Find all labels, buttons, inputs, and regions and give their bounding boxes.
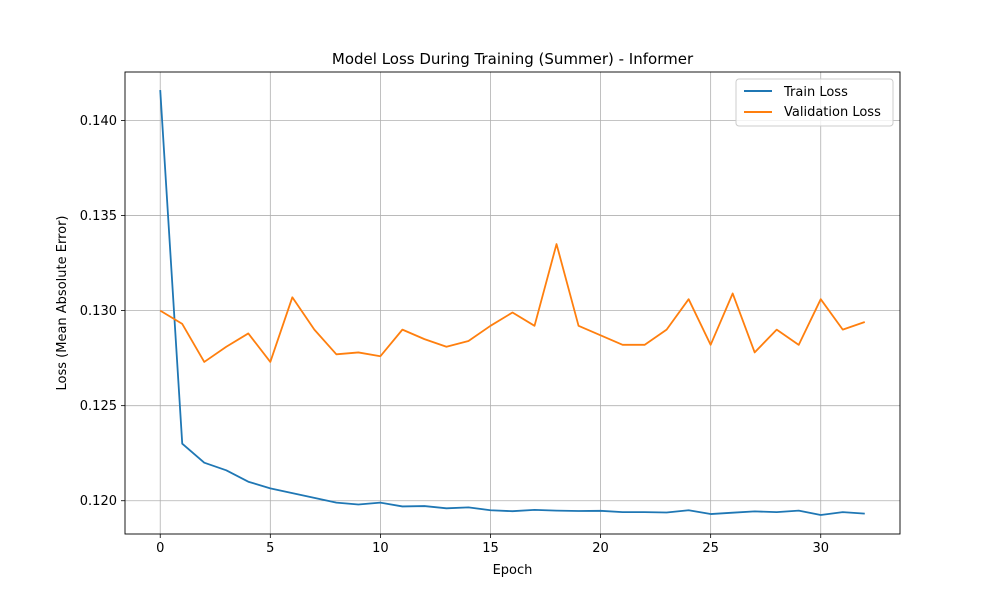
axes: 0 5 10 15 20 25 30 0.120 0.125 0.130 0.135 0.140: [80, 114, 829, 556]
x-tick-label: 0: [156, 541, 164, 556]
x-tick-label: 5: [266, 541, 274, 556]
x-tick-label: 10: [372, 541, 389, 556]
legend-label-train-loss: Train Loss: [783, 85, 848, 100]
y-tick-label: 0.120: [80, 494, 117, 509]
y-axis-label: Loss (Mean Absolute Error): [55, 216, 70, 391]
x-axis-label: Epoch: [493, 563, 533, 578]
chart-title: Model Loss During Training (Summer) - In…: [332, 50, 694, 68]
legend: Train Loss Validation Loss: [735, 78, 894, 127]
legend-label-validation-loss: Validation Loss: [784, 105, 881, 120]
series-line-validation-loss: [159, 243, 866, 363]
series-lines: [159, 90, 866, 516]
x-tick-label: 25: [702, 541, 719, 556]
y-tick-label: 0.140: [80, 114, 117, 129]
series-line-train-loss: [159, 90, 865, 516]
y-tick-label: 0.130: [80, 304, 117, 319]
legend-box: [735, 78, 894, 127]
grid: [125, 72, 900, 534]
y-tick-label: 0.125: [80, 399, 117, 414]
x-tick-label: 20: [592, 541, 609, 556]
plot-area-frame: [124, 71, 901, 535]
y-tick-label: 0.135: [80, 209, 117, 224]
x-tick-label: 30: [812, 541, 829, 556]
x-tick-label: 15: [482, 541, 499, 556]
